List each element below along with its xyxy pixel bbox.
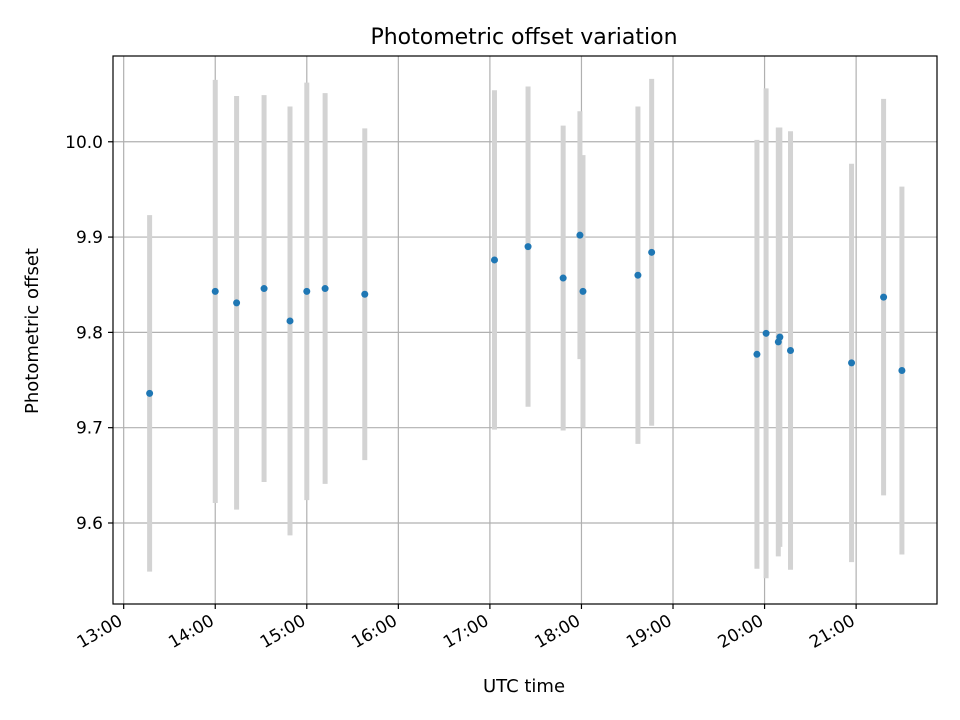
data-point: [146, 389, 154, 397]
data-point: [787, 346, 795, 354]
data-point: [490, 256, 498, 264]
plot-area: [112, 55, 938, 605]
data-point: [559, 274, 567, 282]
data-point: [286, 317, 294, 325]
data-point: [648, 248, 656, 256]
y-axis-ticks: 9.6 9.7 9.8 9.9 10.0: [65, 133, 113, 534]
data-point: [576, 231, 584, 239]
data-point: [321, 285, 329, 293]
y-tick-label: 10.0: [65, 133, 103, 153]
data-point: [634, 271, 642, 279]
y-tick-label: 9.9: [76, 228, 103, 248]
data-point: [579, 287, 587, 295]
data-points: [146, 231, 906, 397]
data-point: [524, 243, 532, 251]
chart-title: Photometric offset variation: [370, 25, 677, 50]
data-point: [898, 367, 906, 375]
data-point: [762, 329, 770, 337]
y-tick-label: 9.6: [76, 514, 103, 534]
data-point: [753, 350, 761, 358]
data-point: [776, 333, 784, 341]
y-axis-label: Photometric offset: [22, 248, 43, 414]
y-tick-label: 9.7: [76, 419, 103, 439]
data-point: [233, 299, 241, 307]
x-axis-label: UTC time: [483, 676, 565, 697]
data-point: [848, 359, 856, 367]
data-point: [361, 290, 369, 298]
data-point: [303, 287, 311, 295]
data-point: [260, 285, 268, 293]
y-tick-label: 9.8: [76, 323, 103, 343]
data-point: [880, 293, 888, 301]
data-point: [211, 287, 219, 295]
